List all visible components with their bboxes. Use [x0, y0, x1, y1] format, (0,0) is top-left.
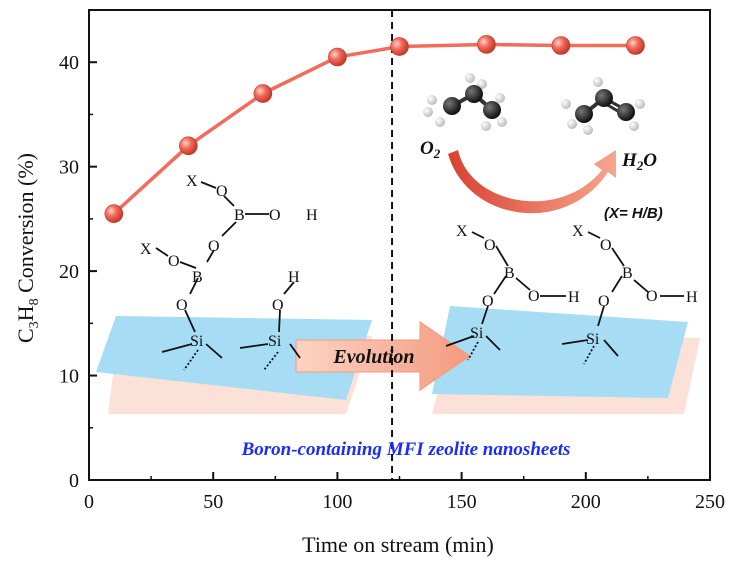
propylene-molecule [561, 77, 645, 135]
left-slab [96, 316, 372, 400]
series-layer [104, 10, 645, 480]
evolution-label: Evolution [332, 346, 414, 368]
data-point [179, 136, 198, 156]
atom-o: O [168, 253, 180, 270]
series-line [112, 42, 636, 215]
atom-x: X [456, 223, 468, 240]
o2-label: O2 [420, 138, 441, 161]
atom-o: O [208, 238, 220, 255]
atom-o: O [482, 293, 494, 310]
atom-o: O [216, 183, 228, 200]
atom-x: X [140, 241, 152, 258]
atom-o: O [272, 297, 284, 314]
atom-b: B [504, 265, 515, 282]
atom-b: B [234, 207, 245, 224]
atom-o: O [598, 293, 610, 310]
atom-o: O [484, 237, 496, 254]
atom-h: H [306, 207, 318, 224]
x-tick-label: 100 [322, 491, 352, 513]
y-tick-label: 40 [59, 52, 79, 74]
x-tick-label: 150 [447, 491, 477, 513]
curved-arrow [448, 150, 616, 214]
atom-o: O [528, 288, 540, 305]
right-slab [432, 306, 688, 398]
x-tick-label: 250 [695, 491, 725, 513]
y-axis-label: C3H8 Conversion (%) [13, 153, 42, 343]
data-point [104, 204, 124, 223]
x-tick-label: 0 [84, 491, 94, 513]
atom-si: Si [268, 333, 282, 350]
illustration-layer [96, 73, 700, 414]
atom-h: H [568, 289, 580, 306]
data-point [477, 35, 496, 54]
atom-si: Si [190, 333, 204, 350]
atom-si: Si [586, 331, 600, 348]
propane-molecule [423, 73, 507, 131]
atom-o: O [600, 237, 612, 254]
x-tick-label: 200 [571, 491, 601, 513]
data-point [328, 47, 347, 67]
x-definition-note: (X= H/B) [604, 205, 663, 222]
data-point [626, 36, 645, 55]
atom-o: O [269, 207, 281, 224]
atom-x: X [572, 223, 584, 240]
evolution-arrow [295, 321, 471, 391]
y-tick-label: 0 [69, 470, 79, 492]
x-tick-label: 50 [203, 491, 223, 513]
y-tick-label: 20 [59, 261, 79, 283]
data-point [390, 37, 409, 56]
atom-si: Si [470, 325, 484, 342]
atom-h: H [686, 289, 698, 306]
h2o-label: H2O [621, 150, 657, 173]
y-tick-label: 30 [59, 157, 79, 179]
data-point [551, 36, 571, 55]
atom-b: B [622, 265, 633, 282]
axes: 0 50 100 150 200 250 0 10 20 30 40 [59, 9, 725, 513]
structure-bonds [155, 181, 684, 371]
atom-h: H [288, 269, 300, 286]
atom-x: X [186, 173, 198, 190]
atom-b: B [192, 269, 203, 286]
y-tick-label: 10 [59, 366, 79, 388]
caption: Boron-containing MFI zeolite nanosheets [241, 439, 571, 460]
atom-o: O [646, 288, 658, 305]
atom-o: O [176, 297, 188, 314]
data-point [253, 84, 273, 103]
x-axis-label: Time on stream (min) [302, 532, 494, 557]
